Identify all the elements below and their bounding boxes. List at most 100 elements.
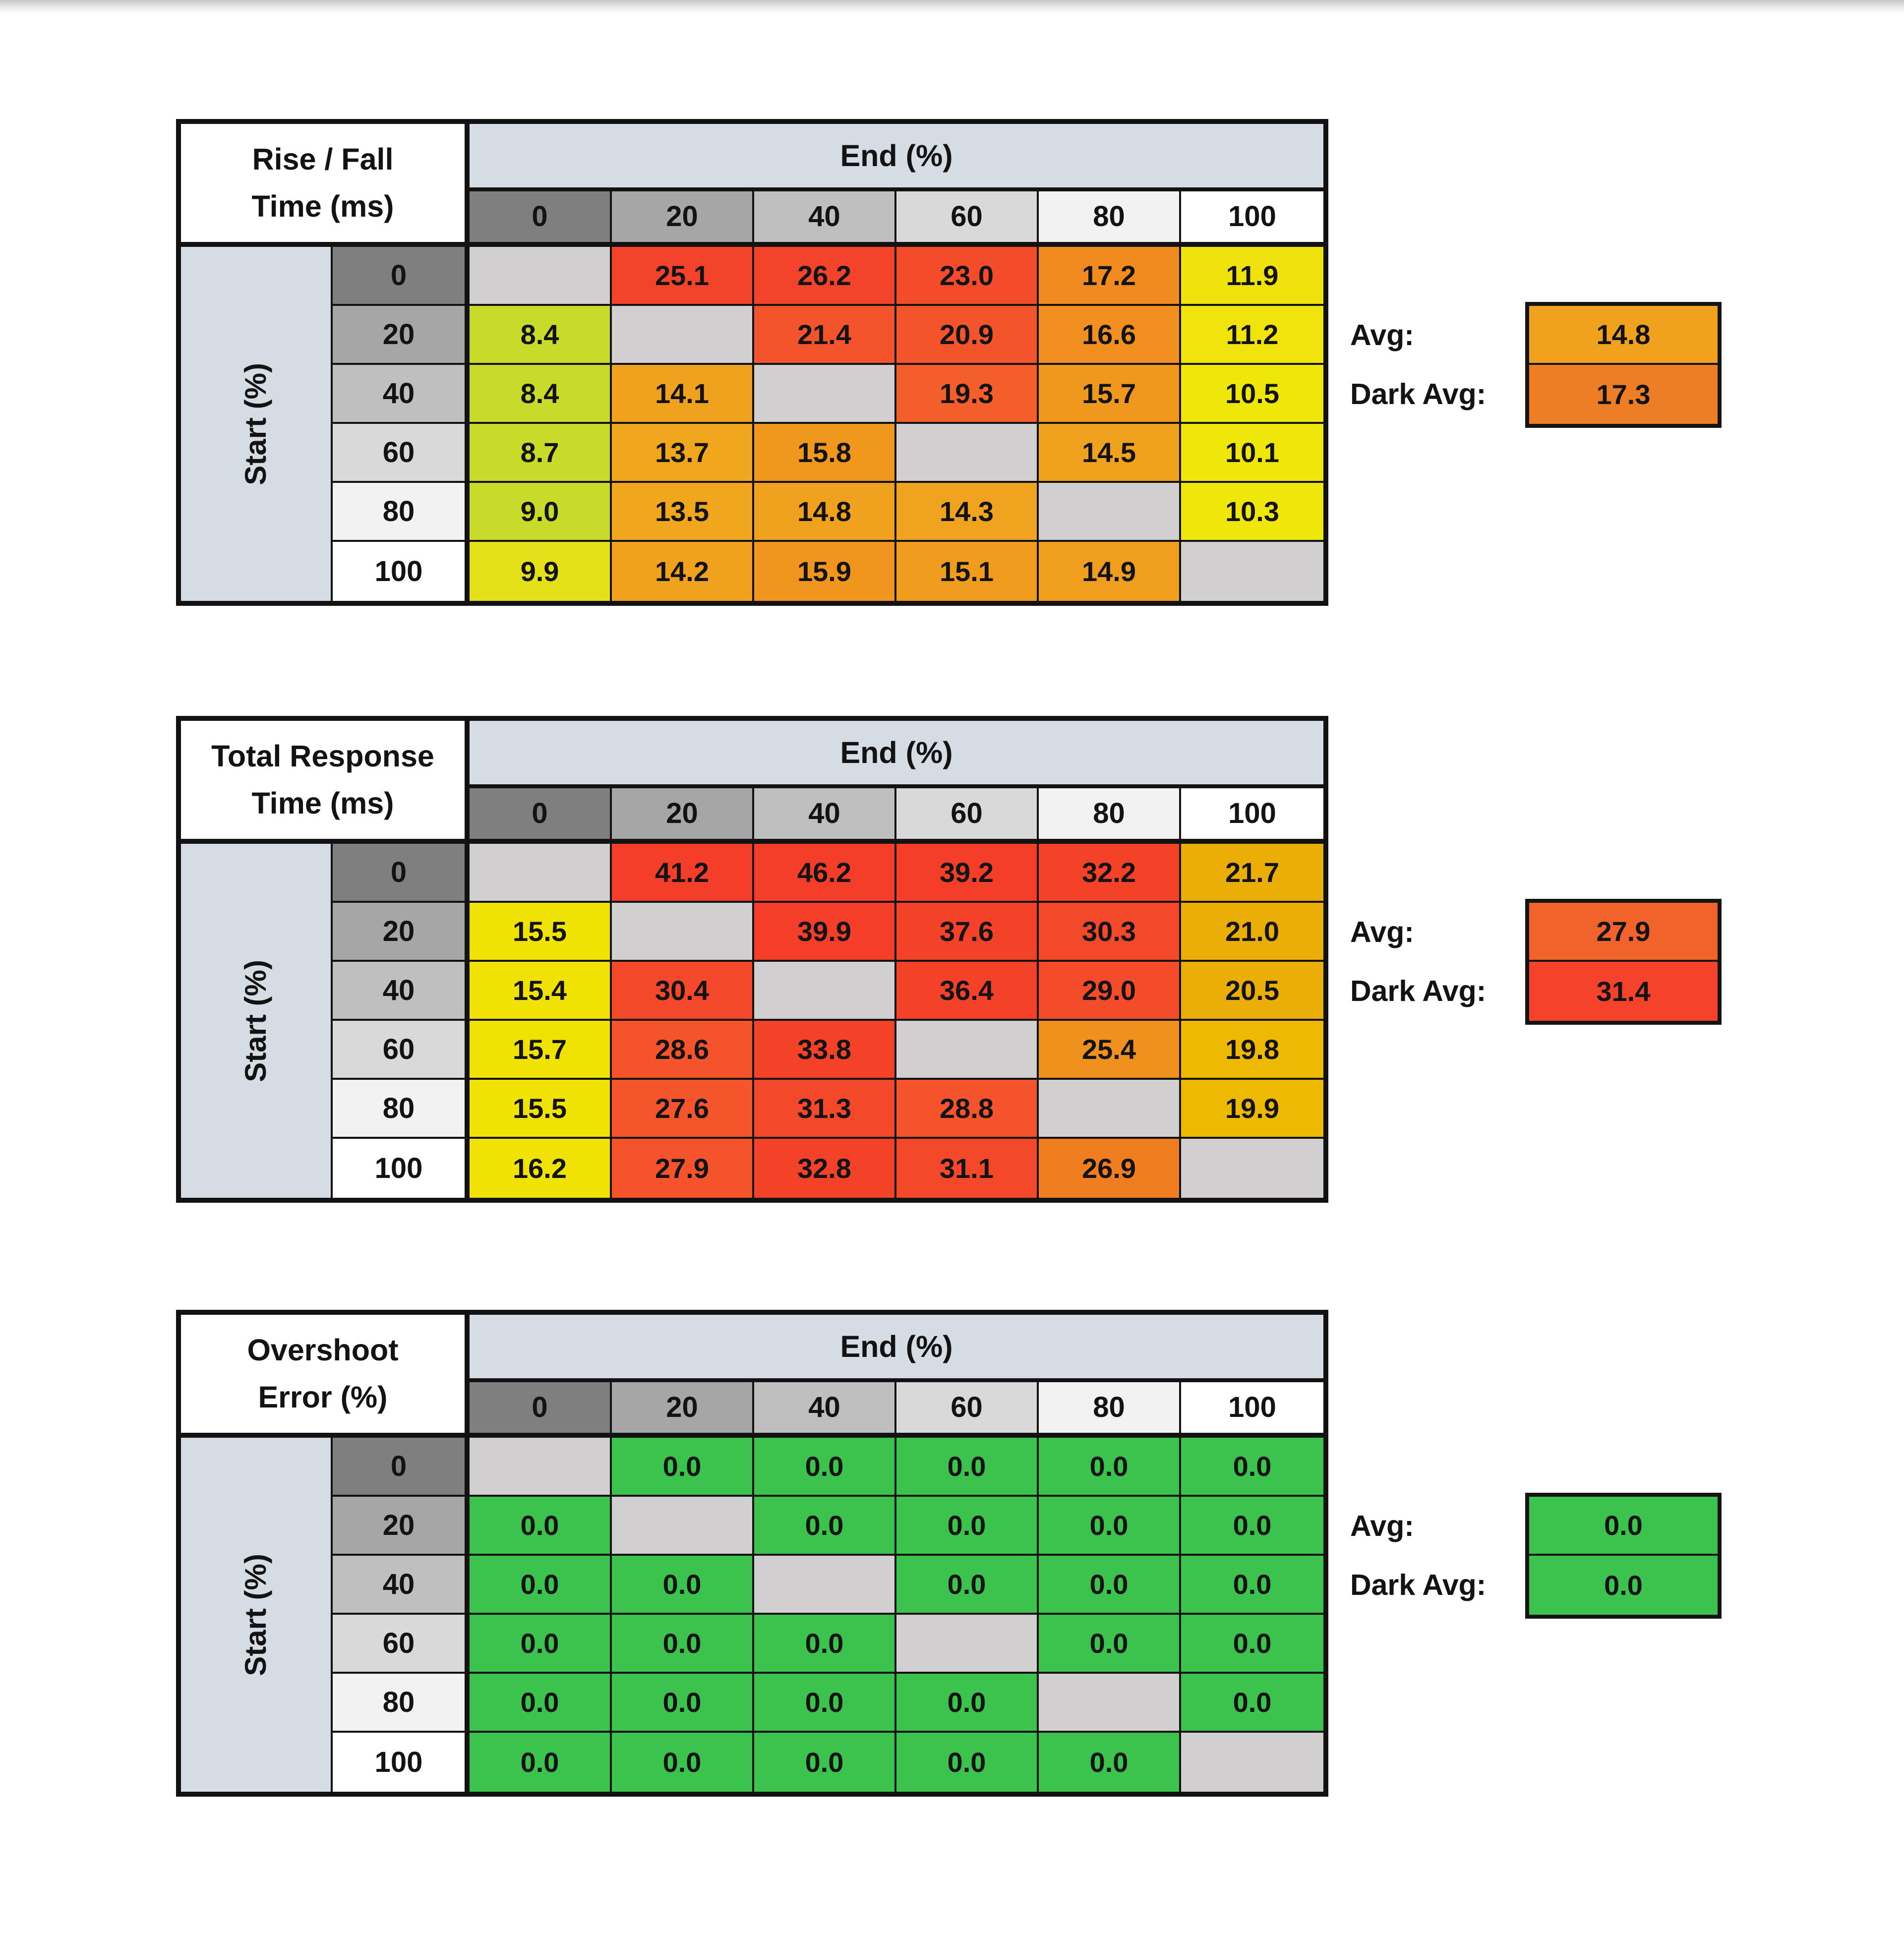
- table-title-line2: Error (%): [258, 1380, 388, 1414]
- cell-start-100-end-80: 14.9: [1039, 542, 1181, 601]
- cell-start-40-end-100: 10.5: [1181, 365, 1323, 424]
- y-axis-group-header: Start (%): [181, 844, 333, 1198]
- cell-blank-start-60-end-60: [896, 424, 1039, 483]
- row-header-start-0: 0: [333, 1438, 470, 1497]
- table-group-0: Rise / Fall Time (ms) End (%) Start (%) …: [176, 119, 1902, 606]
- avg-box: 0.0 0.0: [1525, 1493, 1722, 1619]
- col-header-end-80: 80: [1039, 1382, 1181, 1438]
- cell-start-80-end-40: 14.8: [754, 483, 896, 542]
- avg-labels: Avg: Dark Avg:: [1350, 306, 1524, 424]
- col-header-end-60: 60: [896, 788, 1039, 844]
- y-axis-group-header: Start (%): [181, 1438, 333, 1792]
- cell-start-20-end-100: 11.2: [1181, 306, 1323, 365]
- cell-start-60-end-20: 0.0: [612, 1615, 754, 1674]
- x-axis-group-header: End (%): [470, 721, 1323, 788]
- dark-avg-value: 17.3: [1529, 365, 1718, 424]
- col-header-end-20: 20: [612, 788, 754, 844]
- cell-start-40-end-60: 36.4: [896, 962, 1039, 1021]
- cell-start-80-end-60: 0.0: [896, 1674, 1039, 1733]
- cell-start-60-end-40: 33.8: [754, 1021, 896, 1080]
- cell-start-80-end-20: 27.6: [612, 1080, 754, 1139]
- cell-start-80-end-20: 13.5: [612, 483, 754, 542]
- cell-start-0-end-60: 0.0: [896, 1438, 1039, 1497]
- dark-avg-value: 0.0: [1529, 1556, 1718, 1615]
- avg-box: 27.9 31.4: [1525, 899, 1722, 1025]
- avg-label: Avg:: [1350, 916, 1414, 948]
- cell-start-20-end-80: 0.0: [1039, 1497, 1181, 1556]
- cell-blank-start-20-end-20: [612, 1497, 754, 1556]
- cell-blank-start-80-end-80: [1039, 1674, 1181, 1733]
- cell-start-100-end-60: 15.1: [896, 542, 1039, 601]
- table-title-line2: Time (ms): [251, 786, 394, 820]
- cell-start-60-end-20: 28.6: [612, 1021, 754, 1080]
- cell-start-60-end-0: 0.0: [470, 1615, 612, 1674]
- cell-start-80-end-0: 9.0: [470, 483, 612, 542]
- cell-start-20-end-40: 21.4: [754, 306, 896, 365]
- avg-value: 0.0: [1529, 1497, 1718, 1556]
- cell-start-100-end-20: 14.2: [612, 542, 754, 601]
- row-header-start-100: 100: [333, 1139, 470, 1198]
- cell-start-80-end-40: 31.3: [754, 1080, 896, 1139]
- cell-start-40-end-20: 30.4: [612, 962, 754, 1021]
- cell-blank-start-20-end-20: [612, 306, 754, 365]
- cell-start-0-end-60: 39.2: [896, 844, 1039, 903]
- col-header-end-0: 0: [470, 1382, 612, 1438]
- cell-blank-start-40-end-40: [754, 1556, 896, 1615]
- cell-start-20-end-40: 0.0: [754, 1497, 896, 1556]
- cell-start-0-end-40: 26.2: [754, 247, 896, 306]
- cell-start-100-end-20: 27.9: [612, 1139, 754, 1198]
- cell-start-100-end-0: 9.9: [470, 542, 612, 601]
- cell-start-80-end-20: 0.0: [612, 1674, 754, 1733]
- cell-start-100-end-60: 31.1: [896, 1139, 1039, 1198]
- cell-blank-start-40-end-40: [754, 365, 896, 424]
- cell-start-40-end-60: 0.0: [896, 1556, 1039, 1615]
- col-header-end-60: 60: [896, 191, 1039, 247]
- cell-start-0-end-100: 11.9: [1181, 247, 1323, 306]
- col-header-end-20: 20: [612, 1382, 754, 1438]
- row-header-start-0: 0: [333, 247, 470, 306]
- heatmap-table-total-response-time: Total Response Time (ms) End (%) Start (…: [176, 716, 1328, 1203]
- cell-start-60-end-80: 14.5: [1039, 424, 1181, 483]
- avg-labels: Avg: Dark Avg:: [1350, 903, 1524, 1021]
- row-header-start-100: 100: [333, 542, 470, 601]
- x-axis-group-header: End (%): [470, 124, 1323, 191]
- table-title: Rise / Fall Time (ms): [181, 124, 470, 247]
- cell-start-40-end-20: 14.1: [612, 365, 754, 424]
- cell-blank-start-100-end-100: [1181, 542, 1323, 601]
- cell-start-100-end-80: 0.0: [1039, 1733, 1181, 1792]
- cell-blank-start-0-end-0: [470, 247, 612, 306]
- cell-start-20-end-100: 21.0: [1181, 903, 1323, 962]
- cell-blank-start-20-end-20: [612, 903, 754, 962]
- cell-blank-start-100-end-100: [1181, 1733, 1323, 1792]
- cell-start-100-end-80: 26.9: [1039, 1139, 1181, 1198]
- col-header-end-40: 40: [754, 788, 896, 844]
- x-axis-group-header: End (%): [470, 1315, 1323, 1382]
- avg-value: 14.8: [1529, 306, 1718, 365]
- cell-blank-start-0-end-0: [470, 844, 612, 903]
- cell-start-40-end-0: 15.4: [470, 962, 612, 1021]
- cell-start-20-end-60: 37.6: [896, 903, 1039, 962]
- col-header-end-40: 40: [754, 191, 896, 247]
- row-header-start-40: 40: [333, 365, 470, 424]
- row-header-start-60: 60: [333, 1021, 470, 1080]
- cell-start-60-end-0: 15.7: [470, 1021, 612, 1080]
- cell-start-40-end-0: 0.0: [470, 1556, 612, 1615]
- avg-label: Avg:: [1350, 1510, 1414, 1542]
- row-header-start-60: 60: [333, 424, 470, 483]
- cell-start-60-end-80: 0.0: [1039, 1615, 1181, 1674]
- y-axis-group-header: Start (%): [181, 247, 333, 601]
- cell-start-100-end-0: 0.0: [470, 1733, 612, 1792]
- cell-start-40-end-20: 0.0: [612, 1556, 754, 1615]
- avg-labels: Avg: Dark Avg:: [1350, 1497, 1524, 1615]
- row-header-start-60: 60: [333, 1615, 470, 1674]
- dark-avg-value: 31.4: [1529, 962, 1718, 1021]
- cell-start-0-end-80: 32.2: [1039, 844, 1181, 903]
- row-header-start-20: 20: [333, 1497, 470, 1556]
- cell-start-80-end-0: 0.0: [470, 1674, 612, 1733]
- cell-blank-start-60-end-60: [896, 1021, 1039, 1080]
- cell-start-0-end-80: 17.2: [1039, 247, 1181, 306]
- cell-start-40-end-80: 0.0: [1039, 1556, 1181, 1615]
- table-title-line2: Time (ms): [251, 189, 394, 224]
- cell-start-100-end-60: 0.0: [896, 1733, 1039, 1792]
